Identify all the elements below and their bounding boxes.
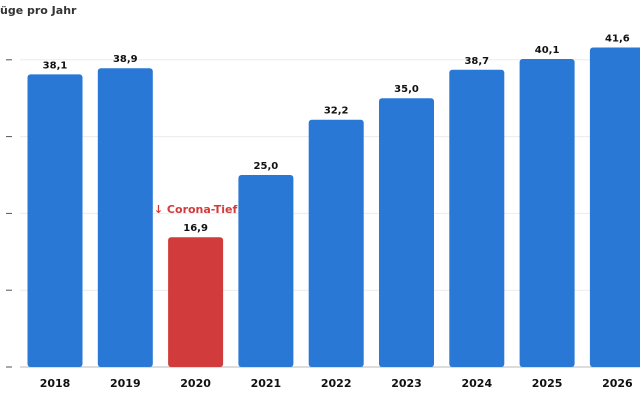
bar-2019 bbox=[97, 68, 153, 368]
bar-2026 bbox=[589, 47, 640, 367]
bar-2025 bbox=[519, 59, 575, 367]
x-axis-labels: 2018 2019 2020 2021 2022 2023 2024 2025 2026 bbox=[40, 377, 633, 390]
x-tick-label-2019: 2019 bbox=[110, 377, 141, 390]
bar-2023 bbox=[379, 98, 434, 367]
bar-2020 bbox=[168, 237, 224, 367]
value-label-2026: 41,6 bbox=[605, 34, 630, 45]
value-label-2021: 25,0 bbox=[254, 161, 279, 172]
value-label-2018: 38,1 bbox=[43, 60, 68, 71]
annotation: ↓ Corona-Tief bbox=[154, 203, 238, 216]
bar-2018 bbox=[27, 74, 83, 367]
y-axis-label: üge pro Jahr bbox=[0, 4, 77, 17]
value-label-2024: 38,7 bbox=[464, 56, 489, 67]
bar-2021 bbox=[238, 175, 294, 367]
x-tick-label-2022: 2022 bbox=[321, 377, 352, 390]
value-label-2022: 32,2 bbox=[324, 106, 349, 117]
bar-2022 bbox=[308, 119, 364, 367]
x-tick-label-2023: 2023 bbox=[391, 377, 422, 390]
x-tick-label-2024: 2024 bbox=[461, 377, 492, 390]
bars bbox=[27, 47, 640, 368]
x-tick-label-2025: 2025 bbox=[532, 377, 563, 390]
value-label-2019: 38,9 bbox=[113, 54, 138, 65]
y-axis-ticks bbox=[6, 59, 12, 368]
value-label-2023: 35,0 bbox=[394, 84, 419, 95]
x-tick-label-2026: 2026 bbox=[602, 377, 633, 390]
value-label-2025: 40,1 bbox=[535, 45, 560, 56]
value-label-2020: 16,9 bbox=[183, 223, 208, 234]
bar-2024 bbox=[449, 69, 505, 367]
x-tick-label-2020: 2020 bbox=[180, 377, 211, 390]
corona-annotation: ↓ Corona-Tief bbox=[154, 203, 238, 216]
x-tick-label-2021: 2021 bbox=[251, 377, 282, 390]
value-labels: 38,1 38,9 16,9 25,0 32,2 35,0 38,7 40,1 41,6 bbox=[43, 34, 630, 235]
x-tick-label-2018: 2018 bbox=[40, 377, 71, 390]
